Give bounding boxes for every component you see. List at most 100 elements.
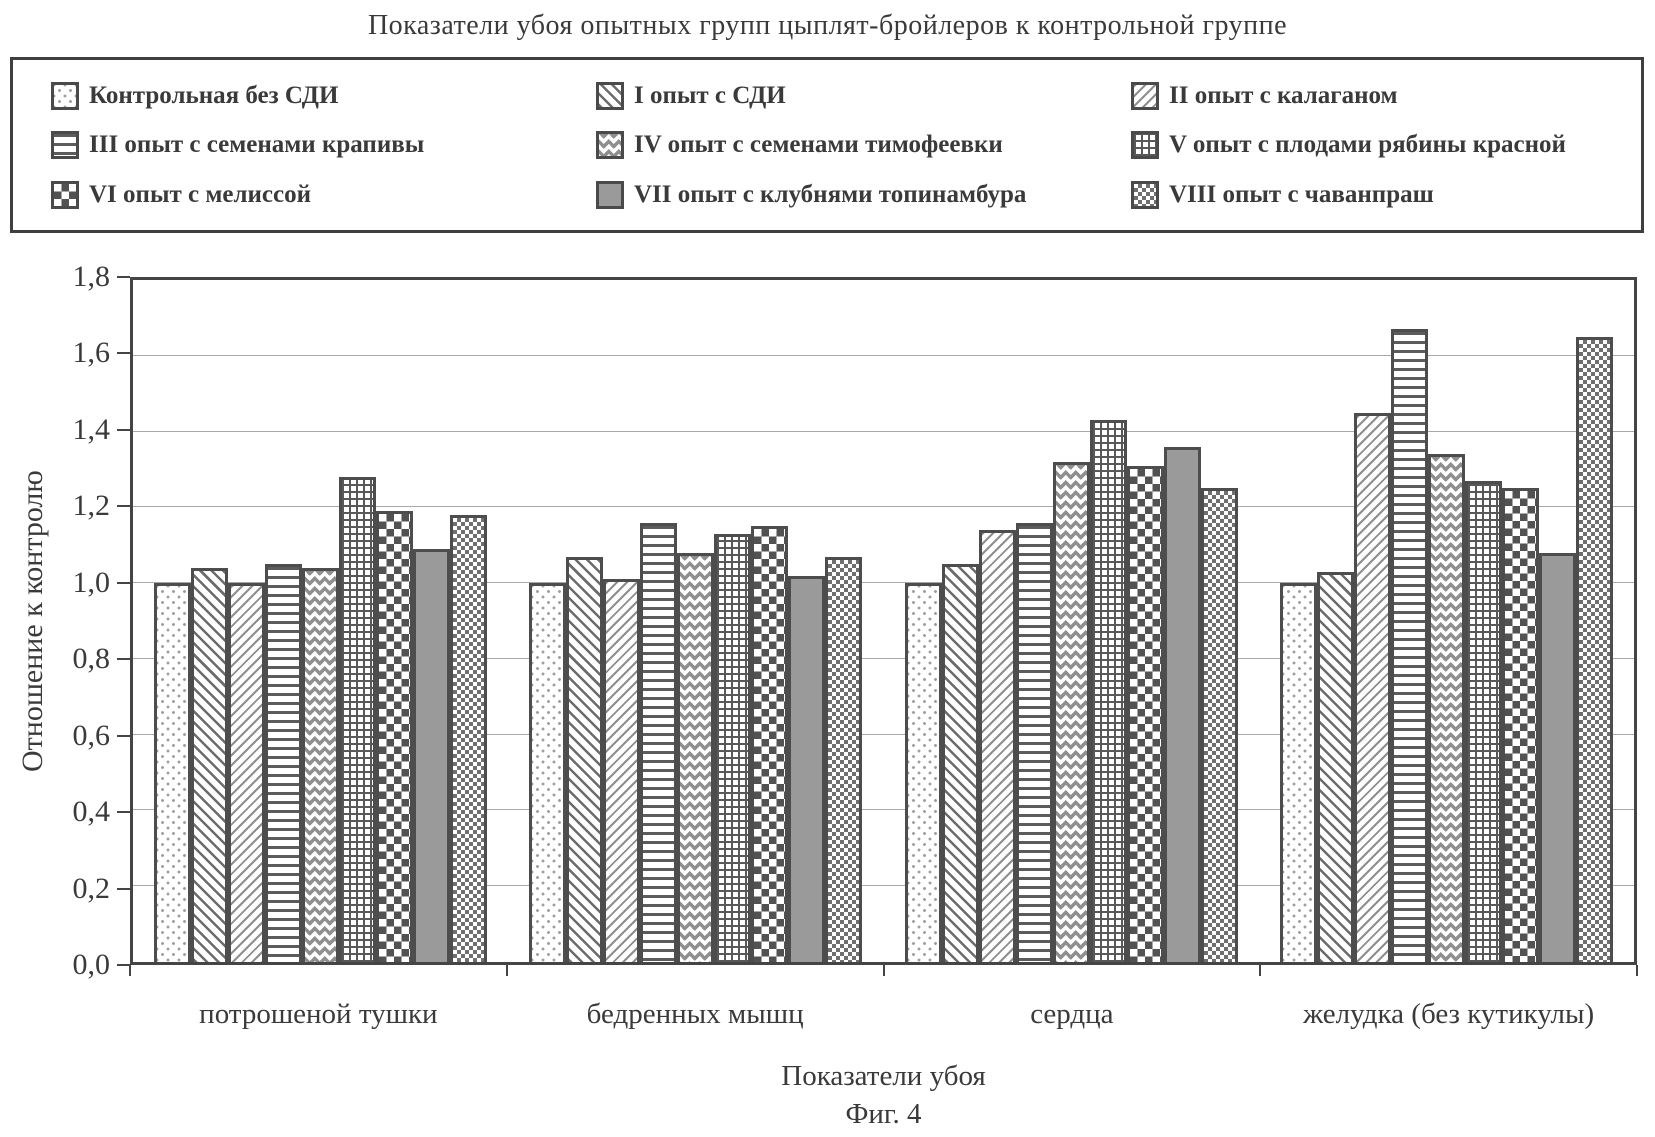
bar	[1575, 336, 1613, 962]
bar-group-3	[884, 280, 1259, 962]
legend-item: VI опыт с мелиссой	[51, 180, 596, 209]
x-axis-ticks	[129, 965, 1638, 977]
bar-group-4	[1259, 280, 1634, 962]
bar	[1200, 488, 1238, 962]
x-tick-mark	[1259, 965, 1262, 976]
gridline	[133, 430, 1634, 432]
bar	[1501, 488, 1539, 962]
y-tick-mark	[117, 581, 130, 584]
bar	[413, 549, 451, 962]
y-tick-label: 0,2	[72, 871, 111, 905]
x-axis-title: Показатели убоя	[781, 1060, 986, 1092]
y-tick-mark	[117, 734, 130, 737]
legend-label: VII опыт с клубнями топинамбура	[634, 180, 1027, 208]
legend-label: VIII опыт с чаванпраш	[1169, 180, 1434, 208]
legend-swatch-dots-icon	[51, 81, 79, 110]
bar	[677, 552, 715, 962]
bar	[529, 583, 567, 962]
bar	[1538, 552, 1576, 962]
bar	[265, 564, 303, 962]
y-tick-mark	[117, 811, 130, 814]
legend-item: V опыт с плодами рябины красной	[1131, 131, 1641, 159]
legend-swatch-diag-up-icon	[1131, 81, 1159, 110]
y-tick-mark	[117, 964, 130, 966]
x-category-label: потрошеной тушки	[199, 998, 438, 1030]
legend-item: VIII опыт с чаванпраш	[1131, 180, 1641, 209]
bar	[904, 583, 942, 962]
x-category-label: сердца	[1030, 998, 1114, 1030]
x-axis-labels: потрошеной тушки бедренных мышц сердца желу…	[130, 998, 1637, 1031]
x-tick-mark	[129, 965, 131, 976]
y-tick-mark	[117, 276, 130, 278]
x-tick-mark	[882, 965, 885, 976]
bar	[1427, 454, 1465, 962]
y-tick-label: 0,0	[72, 948, 111, 981]
plot-area	[130, 277, 1637, 965]
legend-item: Контрольная без СДИ	[51, 81, 596, 110]
y-tick-mark	[117, 505, 130, 508]
legend-swatch-grid-icon	[1131, 131, 1159, 159]
bar	[825, 556, 863, 962]
y-tick-label: 1,0	[72, 565, 111, 599]
bar	[714, 533, 752, 962]
bar	[302, 567, 340, 962]
legend-label: V опыт с плодами рябины красной	[1169, 131, 1566, 158]
bar-group-2	[508, 280, 883, 962]
y-tick-mark	[117, 658, 130, 661]
bar	[1089, 420, 1127, 962]
legend-swatch-checker-icon	[51, 180, 79, 209]
legend-item: III опыт с семенами крапивы	[51, 131, 596, 159]
bar	[1052, 461, 1090, 962]
x-tick-mark	[1636, 965, 1638, 976]
legend-swatch-zigzag-icon	[596, 131, 624, 159]
y-tick-mark	[117, 352, 130, 355]
bar	[751, 526, 789, 962]
x-tick-mark	[505, 965, 508, 976]
bar	[1353, 412, 1391, 962]
legend-item: VII опыт с клубнями топинамбура	[596, 180, 1131, 209]
bar	[941, 564, 979, 962]
bar	[228, 583, 266, 962]
bar-group-1	[133, 280, 508, 962]
bar	[1015, 522, 1053, 962]
legend-swatch-solid-icon	[596, 180, 624, 209]
legend-item: I опыт с СДИ	[596, 81, 1131, 110]
gridline	[133, 733, 1634, 735]
legend-swatch-diag-down-icon	[596, 81, 624, 110]
legend-label: Контрольная без СДИ	[89, 81, 339, 109]
bar	[1126, 465, 1164, 962]
chart-title: Показатели убоя опытных групп цыплят-бро…	[367, 10, 1288, 41]
bar	[154, 583, 192, 962]
bar	[1279, 583, 1317, 962]
bar	[640, 522, 678, 962]
legend-box: Контрольная без СДИ I опыт с СДИ II опыт с…	[10, 57, 1644, 233]
bar	[1464, 480, 1502, 962]
bar	[376, 511, 414, 962]
bar	[978, 530, 1016, 962]
legend-label: I опыт с СДИ	[634, 81, 786, 109]
gridline	[133, 354, 1634, 356]
y-axis-labels: 0,0 0,2 0,4 0,6 0,8 1,0 1,2 1,4 1,6 1,8	[0, 260, 116, 981]
y-axis-ticks	[117, 276, 130, 966]
y-tick-label: 1,8	[72, 260, 111, 293]
bar	[788, 575, 826, 962]
y-tick-label: 1,2	[72, 489, 111, 523]
gridline	[133, 657, 1634, 659]
y-tick-mark	[117, 428, 130, 431]
legend-label: IV опыт с семенами тимофеевки	[634, 131, 1003, 158]
y-tick-label: 1,6	[72, 336, 111, 370]
legend-label: VI опыт с мелиссой	[89, 180, 311, 208]
legend-label: II опыт с калаганом	[1169, 81, 1398, 109]
legend-item: IV опыт с семенами тимофеевки	[596, 131, 1131, 159]
legend-swatch-hlines-icon	[51, 131, 79, 159]
figure-caption: Фиг. 4	[845, 1098, 922, 1130]
y-tick-label: 0,4	[72, 795, 111, 829]
bar	[191, 567, 229, 962]
bar	[1390, 329, 1428, 962]
x-category-label: бедренных мышц	[586, 998, 804, 1030]
bar	[339, 477, 377, 962]
gridline	[133, 809, 1634, 811]
legend-swatch-fine-checker-icon	[1131, 180, 1159, 209]
legend-item: II опыт с калаганом	[1131, 81, 1641, 110]
